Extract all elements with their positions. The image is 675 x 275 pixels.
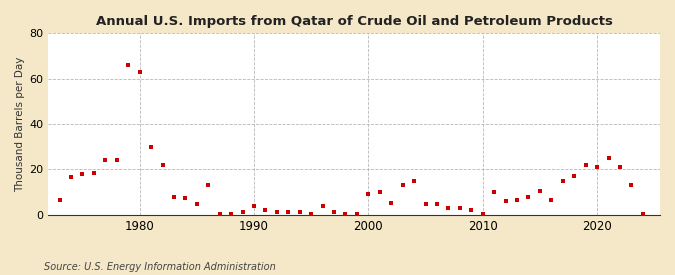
Point [489,190,500,194]
Point [225,211,236,216]
Text: Source: U.S. Energy Information Administration: Source: U.S. Energy Information Administ… [44,262,275,272]
Point [340,211,351,216]
Point [500,199,511,203]
Point [169,194,180,199]
Point [558,178,568,183]
Point [637,211,648,216]
Point [375,190,385,194]
Point [592,165,603,169]
Point [454,206,465,210]
Point [260,208,271,212]
Point [329,210,340,214]
Point [192,202,202,207]
Point [237,210,248,214]
Point [248,204,259,208]
Point [352,211,362,216]
Point [626,183,637,187]
Point [363,192,374,196]
Point [77,172,88,176]
Point [88,170,99,175]
Title: Annual U.S. Imports from Qatar of Crude Oil and Petroleum Products: Annual U.S. Imports from Qatar of Crude … [96,15,612,28]
Point [386,201,397,205]
Point [146,144,157,149]
Point [294,210,305,214]
Point [180,196,191,200]
Point [306,211,317,216]
Point [214,211,225,216]
Point [580,163,591,167]
Point [123,63,134,67]
Point [100,158,111,163]
Point [203,183,214,187]
Point [65,175,76,180]
Point [569,174,580,178]
Point [283,210,294,214]
Point [535,189,545,193]
Point [546,198,557,202]
Point [523,194,534,199]
Y-axis label: Thousand Barrels per Day: Thousand Barrels per Day [15,56,25,192]
Point [157,163,168,167]
Point [54,198,65,202]
Point [477,211,488,216]
Point [466,208,477,212]
Point [443,206,454,210]
Point [431,202,442,207]
Point [317,204,328,208]
Point [134,70,145,74]
Point [409,178,420,183]
Point [614,165,625,169]
Point [271,210,282,214]
Point [420,202,431,207]
Point [111,158,122,163]
Point [512,198,522,202]
Point [603,156,614,160]
Point [398,183,408,187]
